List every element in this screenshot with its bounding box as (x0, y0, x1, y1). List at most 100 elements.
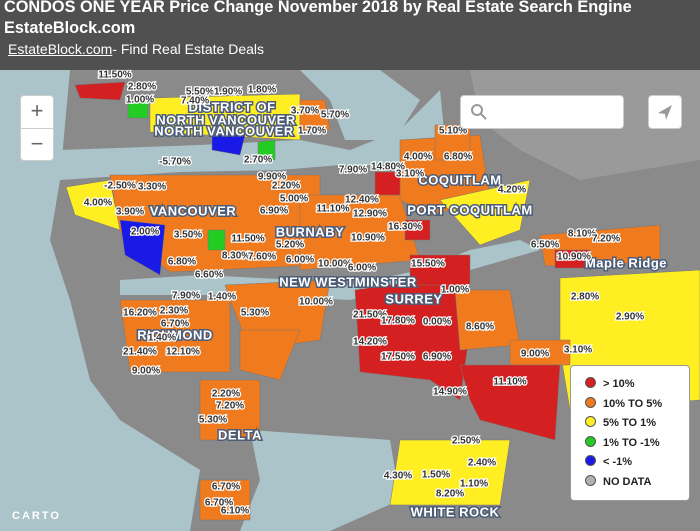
price-label: 21.50% (353, 310, 387, 321)
price-label: 6.00% (348, 263, 376, 274)
price-label: 1.40% (208, 292, 236, 303)
price-label: 4.30% (384, 471, 412, 482)
price-label: 2.90% (616, 312, 644, 323)
site-link[interactable]: EstateBlock.com (8, 41, 113, 57)
price-label: 16.20% (123, 308, 157, 319)
price-label: 3.50% (174, 230, 202, 241)
price-label: 3.70% (291, 106, 319, 117)
legend-item: NO DATA (585, 474, 652, 488)
price-label: 1.80% (248, 85, 276, 96)
price-label: 6.70% (205, 498, 233, 509)
legend-swatch (585, 377, 596, 388)
price-label: 6.60% (195, 270, 223, 281)
price-label: 4.00% (404, 152, 432, 163)
price-label: 7.60% (248, 252, 276, 263)
price-label: 2.80% (128, 82, 156, 93)
price-label: 8.20% (436, 489, 464, 500)
price-label: 3.90% (116, 207, 144, 218)
price-label: 3.10% (396, 169, 424, 180)
legend-item: 10% TO 5% (585, 396, 663, 410)
search-icon (471, 104, 487, 120)
place-name: PORT COQUITLAM (407, 202, 532, 217)
price-label: 7.20% (592, 234, 620, 245)
price-label: 5.50% (186, 87, 214, 98)
price-label: 2.40% (468, 458, 496, 469)
legend-label: 1% TO -1% (603, 436, 660, 449)
locate-icon (658, 105, 672, 120)
place-name: Maple Ridge (585, 255, 667, 270)
legend-label: < -1% (603, 456, 633, 468)
price-label: 17.50% (381, 352, 415, 363)
price-label: 3.10% (564, 345, 592, 356)
price-label: 2.00% (131, 227, 159, 238)
price-label: 4.20% (498, 185, 526, 196)
price-label: 14.80% (371, 162, 405, 173)
price-label: 1.40% (148, 333, 176, 344)
price-label: 6.90% (423, 352, 451, 363)
price-label: 3.30% (138, 182, 166, 193)
price-label: 2.80% (571, 292, 599, 303)
legend-item: > 10% (585, 377, 635, 390)
price-label: 2.50% (452, 436, 480, 447)
price-label: 10.90% (557, 252, 591, 263)
place-name: DISTRICT OF (188, 99, 275, 114)
price-label: 9.00% (132, 366, 160, 377)
price-label: 5.30% (241, 308, 269, 319)
legend-item: 1% TO -1% (585, 435, 660, 449)
price-label: 1.50% (422, 470, 450, 481)
price-label: 12.90% (353, 209, 387, 220)
subtitle: EstateBlock.com- Find Real Estate Deals (8, 41, 264, 57)
price-label: 11.10% (316, 204, 349, 215)
legend-label: 10% TO 5% (603, 397, 663, 410)
locate-button[interactable] (648, 95, 682, 129)
price-label: 1.00% (441, 285, 469, 296)
price-label: 0.00% (423, 317, 451, 328)
zoom-control: + − (20, 95, 54, 161)
place-name: VANCOUVER (150, 203, 237, 218)
price-regions (65, 81, 700, 521)
zoom-in[interactable]: + (21, 96, 53, 129)
legend-label: > 10% (603, 378, 635, 390)
price-label: -5.70% (159, 157, 191, 168)
price-label: 6.90% (260, 206, 288, 217)
price-label: 1.00% (126, 95, 154, 106)
legend-swatch (585, 474, 596, 486)
place-name: SURREY (385, 291, 442, 306)
legend-item: 5% TO 1% (585, 416, 656, 429)
place-name: DELTA (218, 427, 262, 442)
price-label: 15.50% (411, 259, 445, 270)
price-label: 8.30% (222, 251, 250, 262)
legend-label: NO DATA (603, 475, 652, 488)
place-name: RICHMOND (137, 327, 213, 342)
price-label: 12.40% (345, 195, 379, 206)
price-label: 21.40% (123, 347, 157, 358)
price-label: 2.20% (212, 389, 240, 400)
price-label: 11.50% (98, 70, 131, 81)
price-label: 2.70% (244, 155, 272, 166)
price-label: 1.70% (298, 126, 326, 137)
place-name: NEW WESTMINSTER (279, 274, 417, 289)
place-name: NORTH VANCOUVER (154, 123, 294, 138)
price-label: 2.30% (160, 306, 188, 317)
price-label: 6.00% (286, 255, 314, 266)
price-label: 6.10% (221, 506, 249, 517)
price-label: 5.30% (199, 415, 227, 426)
price-label: 7.40% (181, 96, 209, 107)
price-label: 5.00% (280, 194, 308, 205)
place-name: NORTH VANCOUVER (156, 112, 296, 127)
price-label: 7.90% (339, 165, 367, 176)
price-label: 9.00% (521, 349, 549, 360)
price-label: 6.50% (531, 240, 559, 251)
legend: > 10% 10% TO 5% 5% TO 1% 1% TO -1% < -1% NO D… (570, 365, 690, 501)
price-label: 1.10% (460, 479, 488, 490)
legend-item: < -1% (585, 455, 632, 468)
zoom-out[interactable]: − (30, 131, 44, 156)
price-label: 6.70% (212, 482, 240, 493)
place-name: COQUITLAM (418, 172, 501, 187)
price-label: 8.60% (466, 322, 494, 333)
price-label: 7.20% (216, 401, 244, 412)
search-box[interactable] (460, 95, 624, 129)
price-label: 14.90% (433, 387, 467, 398)
attribution: CARTO (12, 510, 61, 522)
